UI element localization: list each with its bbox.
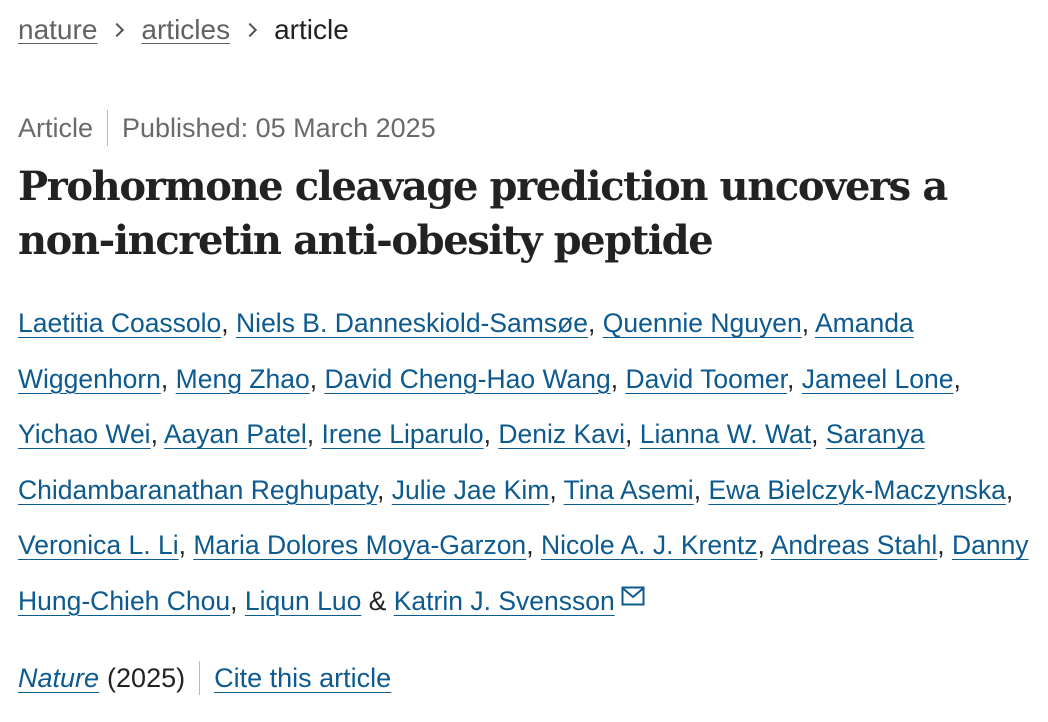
publication-year: (2025) bbox=[107, 662, 186, 693]
author-link[interactable]: Liqun Luo bbox=[244, 585, 362, 616]
author-separator: , bbox=[549, 474, 557, 505]
author-separator: , bbox=[309, 363, 318, 394]
author-link[interactable]: David Cheng-Hao Wang bbox=[324, 363, 611, 394]
breadcrumb-link-articles[interactable]: articles bbox=[141, 14, 231, 45]
citation-divider bbox=[199, 661, 201, 695]
author-separator: , bbox=[230, 585, 238, 616]
author-separator: , bbox=[811, 419, 819, 449]
author-separator: , bbox=[801, 308, 810, 338]
author-separator: , bbox=[937, 530, 945, 560]
author-separator: , bbox=[1005, 474, 1014, 505]
author-link[interactable]: Jameel Lone bbox=[801, 363, 954, 394]
author-separator: , bbox=[526, 530, 534, 560]
author-separator: , bbox=[376, 474, 385, 505]
author-link[interactable]: Veronica L. Li bbox=[18, 530, 179, 560]
article-type: Article bbox=[18, 112, 94, 143]
author-link[interactable]: Deniz Kavi bbox=[498, 419, 625, 449]
author-link[interactable]: Nicole A. J. Krentz bbox=[540, 530, 758, 560]
author-link[interactable]: Tina Asemi bbox=[563, 474, 694, 505]
author-link[interactable]: Quennie Nguyen bbox=[602, 308, 802, 338]
chevron-right-icon bbox=[111, 23, 125, 37]
author-link[interactable]: Irene Liparulo bbox=[321, 419, 484, 449]
author-separator: , bbox=[588, 308, 596, 338]
breadcrumb-current: article bbox=[274, 14, 349, 45]
author-separator: , bbox=[757, 530, 765, 560]
author-ampersand: & bbox=[368, 585, 387, 616]
author-link[interactable]: Ewa Bielczyk-Maczynska bbox=[708, 474, 1006, 505]
author-link[interactable]: Aayan Patel bbox=[163, 419, 307, 449]
author-link[interactable]: Katrin J. Svensson bbox=[393, 585, 615, 616]
envelope-icon[interactable] bbox=[621, 586, 645, 606]
author-link[interactable]: Lianna W. Wat bbox=[639, 419, 812, 449]
chevron-right-icon bbox=[244, 23, 258, 37]
author-separator: , bbox=[483, 419, 491, 449]
author-separator: , bbox=[787, 363, 795, 394]
published-date: Published: 05 March 2025 bbox=[122, 112, 436, 143]
author-link[interactable]: Danny Hung-Chieh Chou bbox=[18, 530, 1029, 616]
author-list: Laetitia Coassolo, Niels B. Danneskiold-… bbox=[18, 296, 1030, 629]
journal-link[interactable]: Nature bbox=[18, 662, 100, 693]
author-separator: , bbox=[150, 419, 158, 449]
author-separator: , bbox=[953, 363, 961, 394]
author-link[interactable]: Maria Dolores Moya-Garzon bbox=[193, 530, 527, 560]
author-link[interactable]: Yichao Wei bbox=[18, 419, 151, 449]
article-title: Prohormone cleavage prediction uncovers … bbox=[18, 163, 948, 264]
author-link[interactable]: Saranya Chidambaranathan Reghupaty bbox=[18, 419, 925, 505]
author-separator: , bbox=[178, 530, 186, 560]
breadcrumb: nature articles article bbox=[18, 10, 349, 50]
meta-divider bbox=[107, 110, 109, 146]
author-link[interactable]: Andreas Stahl bbox=[770, 530, 938, 560]
author-separator: , bbox=[693, 474, 702, 505]
author-separator: , bbox=[610, 363, 619, 394]
breadcrumb-link-nature[interactable]: nature bbox=[18, 14, 98, 45]
cite-this-article-link[interactable]: Cite this article bbox=[214, 662, 392, 693]
author-link[interactable]: Laetitia Coassolo bbox=[18, 308, 222, 338]
author-separator: , bbox=[306, 419, 315, 449]
author-link[interactable]: David Toomer bbox=[625, 363, 787, 394]
author-separator: , bbox=[221, 308, 229, 338]
article-meta: Article Published: 05 March 2025 bbox=[18, 110, 436, 146]
author-link[interactable]: Niels B. Danneskiold-Samsøe bbox=[236, 308, 589, 338]
citation-line: Nature (2025) Cite this article bbox=[18, 660, 391, 696]
author-link[interactable]: Meng Zhao bbox=[175, 363, 310, 394]
author-separator: , bbox=[160, 363, 169, 394]
author-link[interactable]: Amanda Wiggenhorn bbox=[18, 308, 914, 394]
author-link[interactable]: Julie Jae Kim bbox=[391, 474, 550, 505]
author-separator: , bbox=[625, 419, 633, 449]
